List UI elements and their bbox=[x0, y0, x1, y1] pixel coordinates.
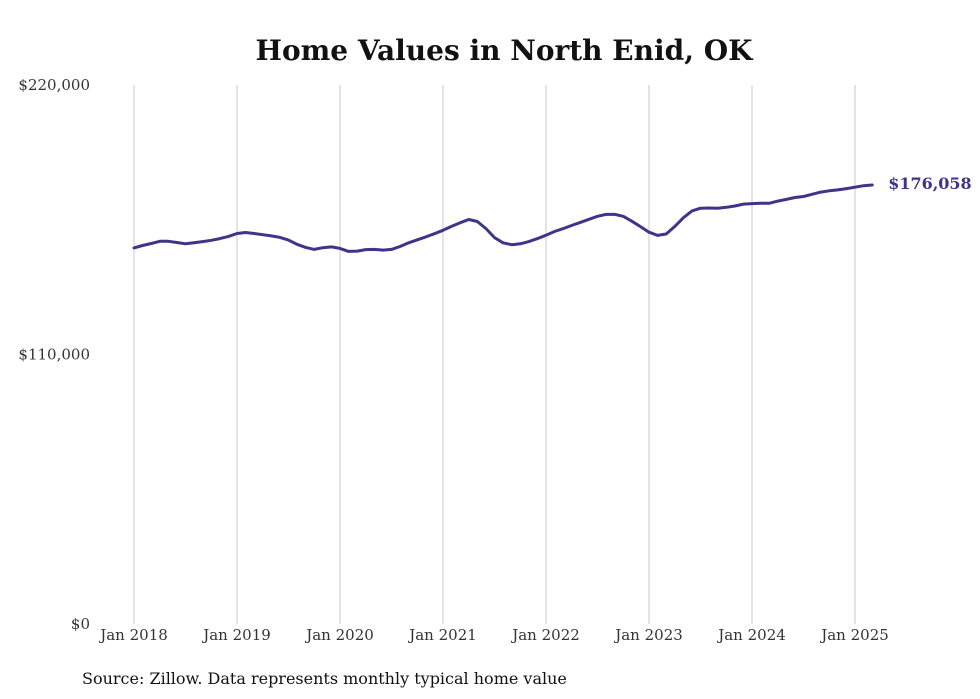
x-tick-label: Jan 2018 bbox=[98, 626, 168, 644]
y-tick-label: $220,000 bbox=[18, 76, 90, 94]
x-tick-label: Jan 2021 bbox=[407, 626, 477, 644]
x-tick-label: Jan 2022 bbox=[510, 626, 580, 644]
grid-lines bbox=[133, 85, 856, 624]
x-tick-label: Jan 2024 bbox=[716, 626, 786, 644]
x-tick-label: Jan 2019 bbox=[201, 626, 271, 644]
latest-value-label: $176,058 bbox=[888, 174, 972, 193]
x-tick-label: Jan 2025 bbox=[819, 626, 889, 644]
home-value-line bbox=[132, 183, 874, 253]
chart-title: Home Values in North Enid, OK bbox=[256, 34, 755, 67]
y-tick-label: $0 bbox=[71, 615, 90, 633]
source-note: Source: Zillow. Data represents monthly … bbox=[82, 669, 567, 688]
y-axis-tick-labels: $0 $110,000 $220,000 bbox=[18, 76, 90, 633]
x-axis-tick-labels: Jan 2018 Jan 2019 Jan 2020 Jan 2021 Jan 2022… bbox=[98, 626, 889, 644]
y-tick-label: $110,000 bbox=[18, 346, 90, 364]
x-tick-label: Jan 2023 bbox=[613, 626, 683, 644]
x-tick-label: Jan 2020 bbox=[304, 626, 374, 644]
